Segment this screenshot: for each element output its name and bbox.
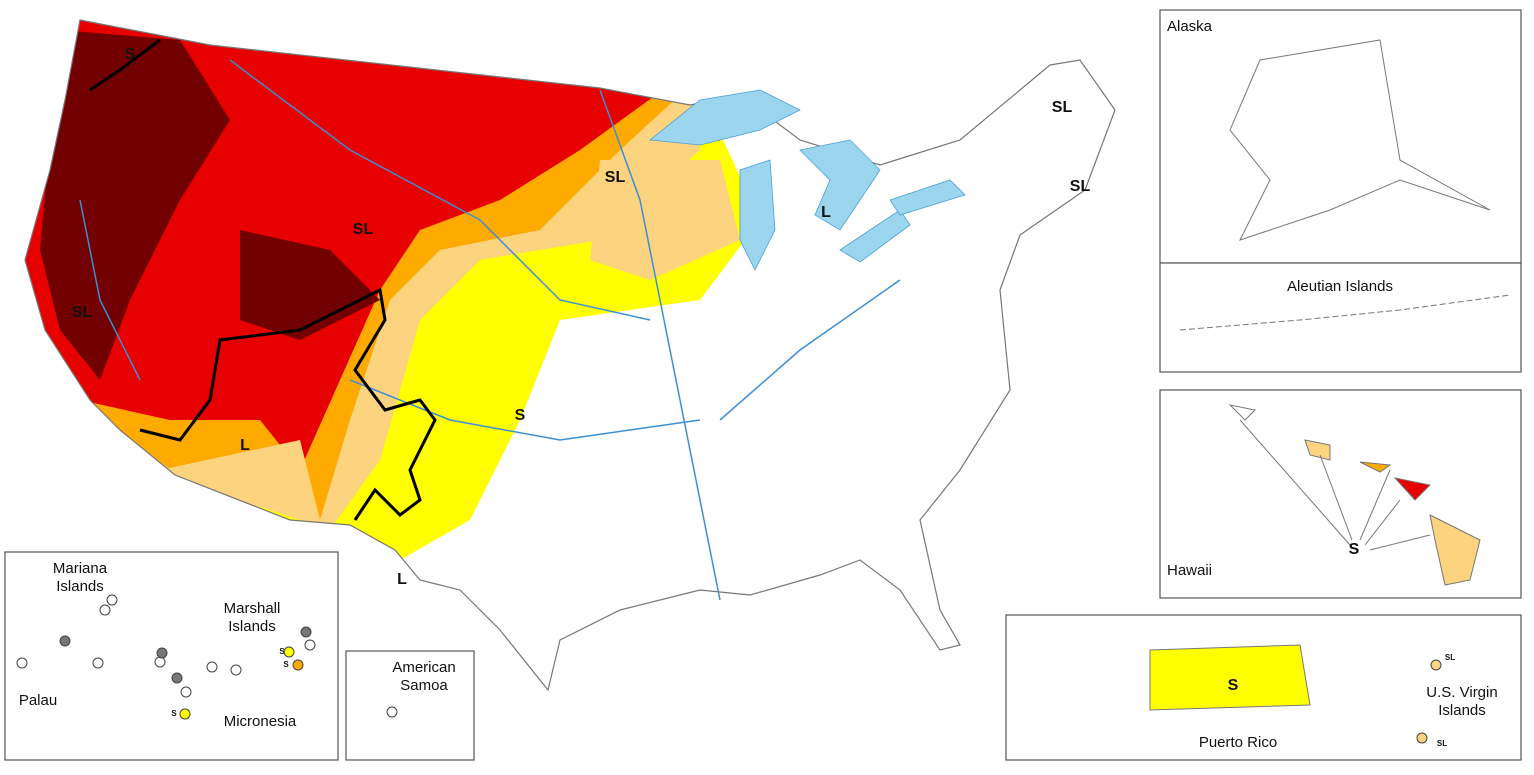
rivers bbox=[79, 59, 901, 601]
hawaii-shapes bbox=[1228, 404, 1481, 586]
us-outline bbox=[24, 19, 1116, 692]
impact-label: SL bbox=[1051, 99, 1073, 116]
region-label: Micronesia bbox=[223, 713, 297, 730]
great-lakes bbox=[648, 89, 966, 271]
alaska-shape bbox=[1229, 39, 1491, 241]
inset-title: Puerto Rico bbox=[1198, 734, 1278, 751]
impact-label: SL bbox=[604, 169, 626, 186]
impact-label: L bbox=[397, 571, 407, 588]
region-label: Palau bbox=[18, 692, 58, 709]
impact-label: S bbox=[171, 709, 177, 718]
impact-label: L bbox=[821, 204, 831, 221]
impact-label: SL bbox=[1069, 178, 1091, 195]
region-label: Marshall Islands bbox=[223, 600, 281, 635]
pacific-islands bbox=[16, 594, 1442, 744]
impact-label: L bbox=[240, 437, 250, 454]
impact-label: S bbox=[124, 46, 136, 63]
inset-title: Aleutian Islands bbox=[1287, 278, 1393, 295]
impact-label: SL bbox=[1444, 653, 1456, 662]
impact-label: S bbox=[1227, 677, 1239, 694]
inset-frames bbox=[4, 9, 1522, 761]
inset-title: Alaska bbox=[1167, 18, 1213, 35]
impact-label: SL bbox=[352, 221, 374, 238]
impact-label: S bbox=[1348, 541, 1360, 558]
puerto-rico-shape bbox=[1149, 644, 1311, 711]
impact-label: SL bbox=[1436, 739, 1448, 748]
inset-title: U.S. Virgin Islands bbox=[1426, 684, 1498, 719]
region-label: Mariana Islands bbox=[52, 560, 108, 595]
impact-label: S bbox=[283, 660, 289, 669]
inset-title: American Samoa bbox=[392, 659, 456, 694]
impact-label: S bbox=[279, 647, 285, 656]
impact-boundaries bbox=[89, 38, 437, 521]
impact-label: S bbox=[514, 407, 526, 424]
impact-label: SL bbox=[71, 304, 93, 321]
inset-title: Hawaii bbox=[1167, 562, 1213, 579]
